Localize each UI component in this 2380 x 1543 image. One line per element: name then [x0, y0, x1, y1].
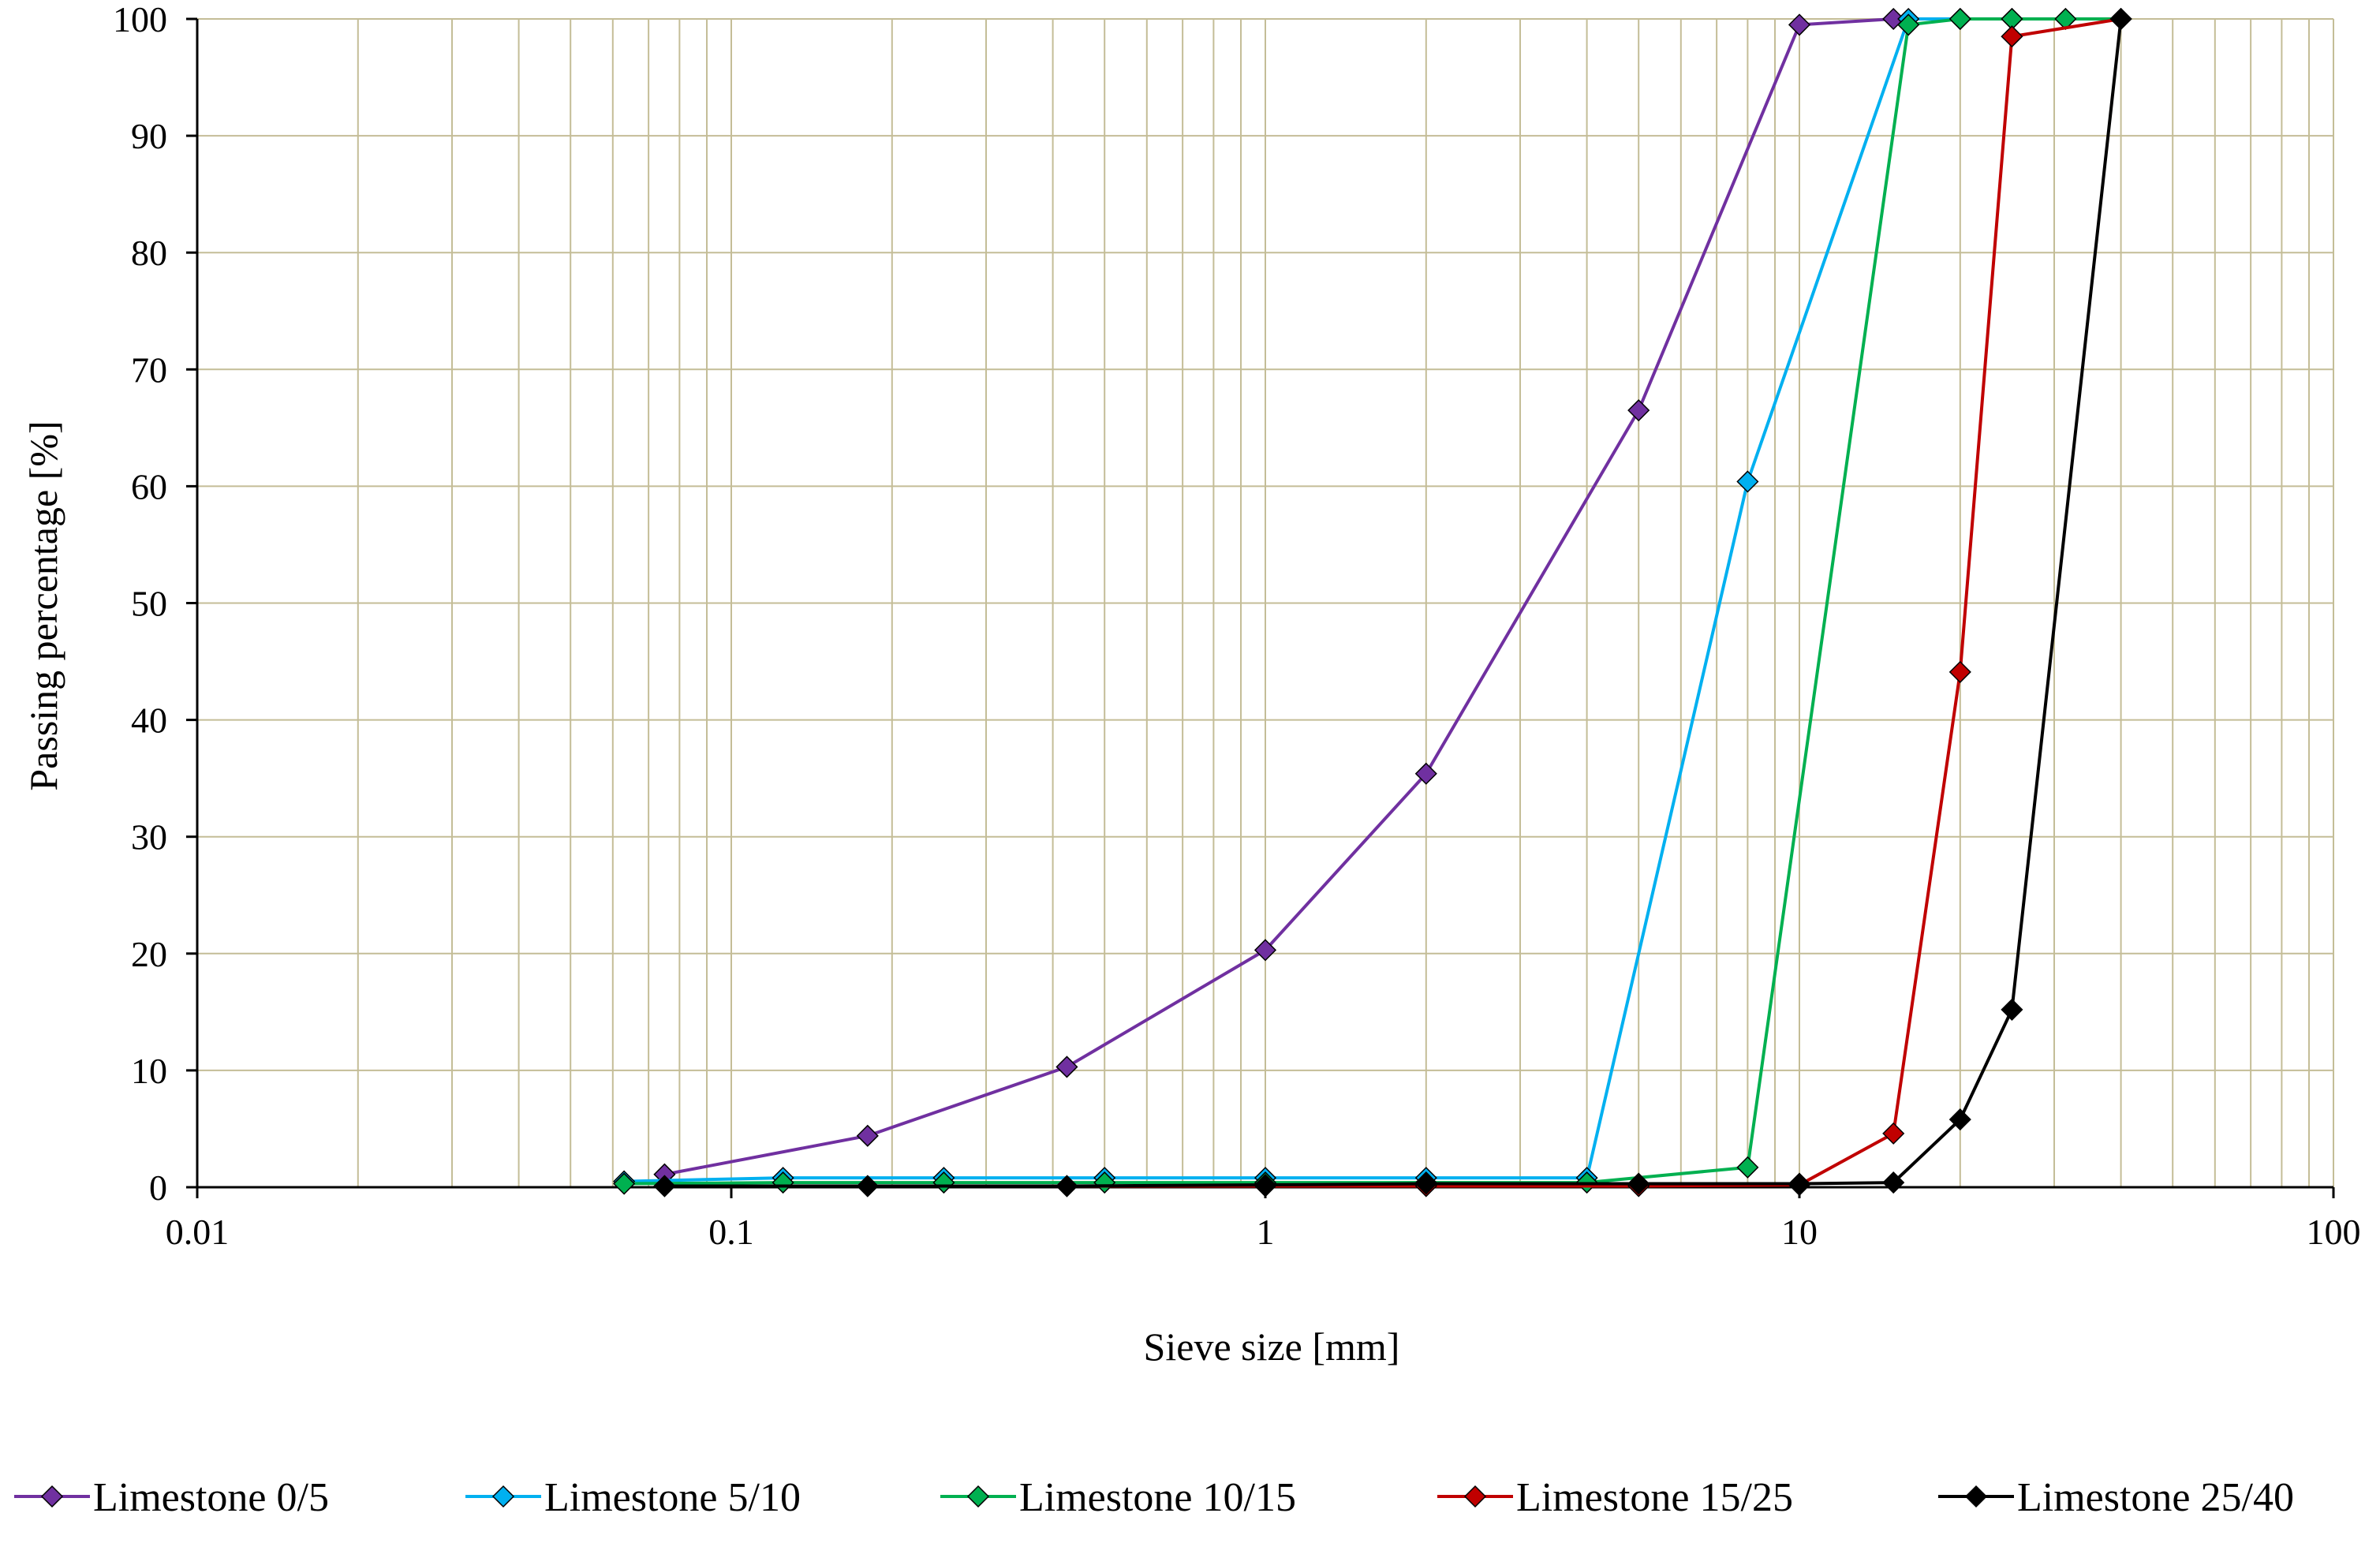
data-point — [2001, 25, 2023, 48]
legend-marker — [1463, 1485, 1487, 1508]
legend-item: Limestone 10/15 — [940, 1475, 1296, 1520]
series-limestone-0-5 — [653, 7, 2132, 1186]
series-limestone-25-40 — [653, 7, 2132, 1197]
data-point — [1254, 1173, 1277, 1197]
data-point — [772, 1171, 794, 1194]
data-point — [1882, 1171, 1905, 1194]
data-point — [856, 1124, 879, 1147]
data-point — [1414, 762, 1437, 785]
data-point — [1254, 939, 1277, 962]
data-point — [932, 1171, 955, 1194]
data-point — [1788, 1172, 1811, 1195]
data-point — [1093, 1171, 1116, 1194]
y-tick-label: 30 — [131, 817, 167, 857]
legend-item: Limestone 5/10 — [465, 1475, 801, 1520]
data-point — [1948, 7, 1971, 31]
data-point — [2109, 7, 2132, 31]
legend-label: Limestone 5/10 — [544, 1475, 801, 1520]
y-tick-label: 10 — [131, 1051, 167, 1091]
data-point — [1414, 1172, 1437, 1195]
series-group — [613, 7, 2132, 1197]
x-tick-label: 10 — [1781, 1212, 1818, 1252]
legend-marker — [40, 1485, 64, 1508]
x-tick-label: 100 — [2307, 1212, 2361, 1252]
data-point — [1948, 1108, 1971, 1131]
x-tick-label: 0.1 — [708, 1212, 754, 1252]
y-tick-label: 20 — [131, 934, 167, 974]
legend-item: Limestone 25/40 — [1938, 1475, 2294, 1520]
legend-marker — [491, 1485, 515, 1508]
legend-label: Limestone 0/5 — [93, 1475, 329, 1520]
tick-labels: 0 10 20 30 40 50 60 70 80 90 100 0.01 0.1 1 10 100 — [113, 0, 2361, 1252]
data-point — [1627, 1172, 1650, 1195]
series-limestone-5-10 — [613, 7, 2132, 1193]
axes — [186, 17, 2335, 1198]
data-point — [1736, 1156, 1759, 1179]
data-point — [1627, 399, 1650, 422]
series-limestone-10-15 — [613, 7, 2132, 1195]
data-point — [2001, 998, 2023, 1021]
legend: Limestone 0/5 Limestone 5/10 Limestone 10/… — [14, 1475, 2294, 1520]
data-point — [613, 1172, 636, 1195]
data-point — [1788, 13, 1811, 36]
y-tick-label: 100 — [113, 0, 167, 39]
y-tick-label: 50 — [131, 584, 167, 624]
series-line — [624, 17, 2121, 1186]
y-tick-label: 0 — [149, 1168, 167, 1208]
data-point — [1882, 1122, 1905, 1145]
x-tick-label: 0.01 — [166, 1212, 230, 1252]
legend-label: Limestone 25/40 — [2017, 1475, 2294, 1520]
series-line — [664, 17, 2121, 1176]
data-point — [1055, 1055, 1078, 1078]
y-tick-label: 40 — [131, 701, 167, 741]
legend-item: Limestone 15/25 — [1437, 1475, 1793, 1520]
x-tick-label: 1 — [1257, 1212, 1275, 1252]
legend-item: Limestone 0/5 — [14, 1475, 329, 1520]
y-tick-label: 80 — [131, 233, 167, 273]
data-point — [653, 1175, 676, 1197]
legend-label: Limestone 15/25 — [1516, 1475, 1793, 1520]
legend-marker — [1964, 1485, 1988, 1508]
legend-label: Limestone 10/15 — [1019, 1475, 1296, 1520]
y-tick-label: 70 — [131, 349, 167, 390]
y-tick-label: 60 — [131, 466, 167, 506]
grid — [197, 18, 2334, 1187]
data-point — [1948, 660, 1971, 683]
data-point — [1736, 470, 1759, 493]
data-point — [1055, 1175, 1078, 1197]
y-tick-label: 90 — [131, 116, 167, 156]
x-axis-title: Sieve size [mm] — [1144, 1324, 1400, 1369]
y-axis-title: Passing percentage [%] — [21, 420, 65, 790]
series-line — [624, 17, 2121, 1183]
legend-marker — [966, 1485, 990, 1508]
data-point — [856, 1175, 879, 1197]
data-point — [1897, 13, 1920, 36]
